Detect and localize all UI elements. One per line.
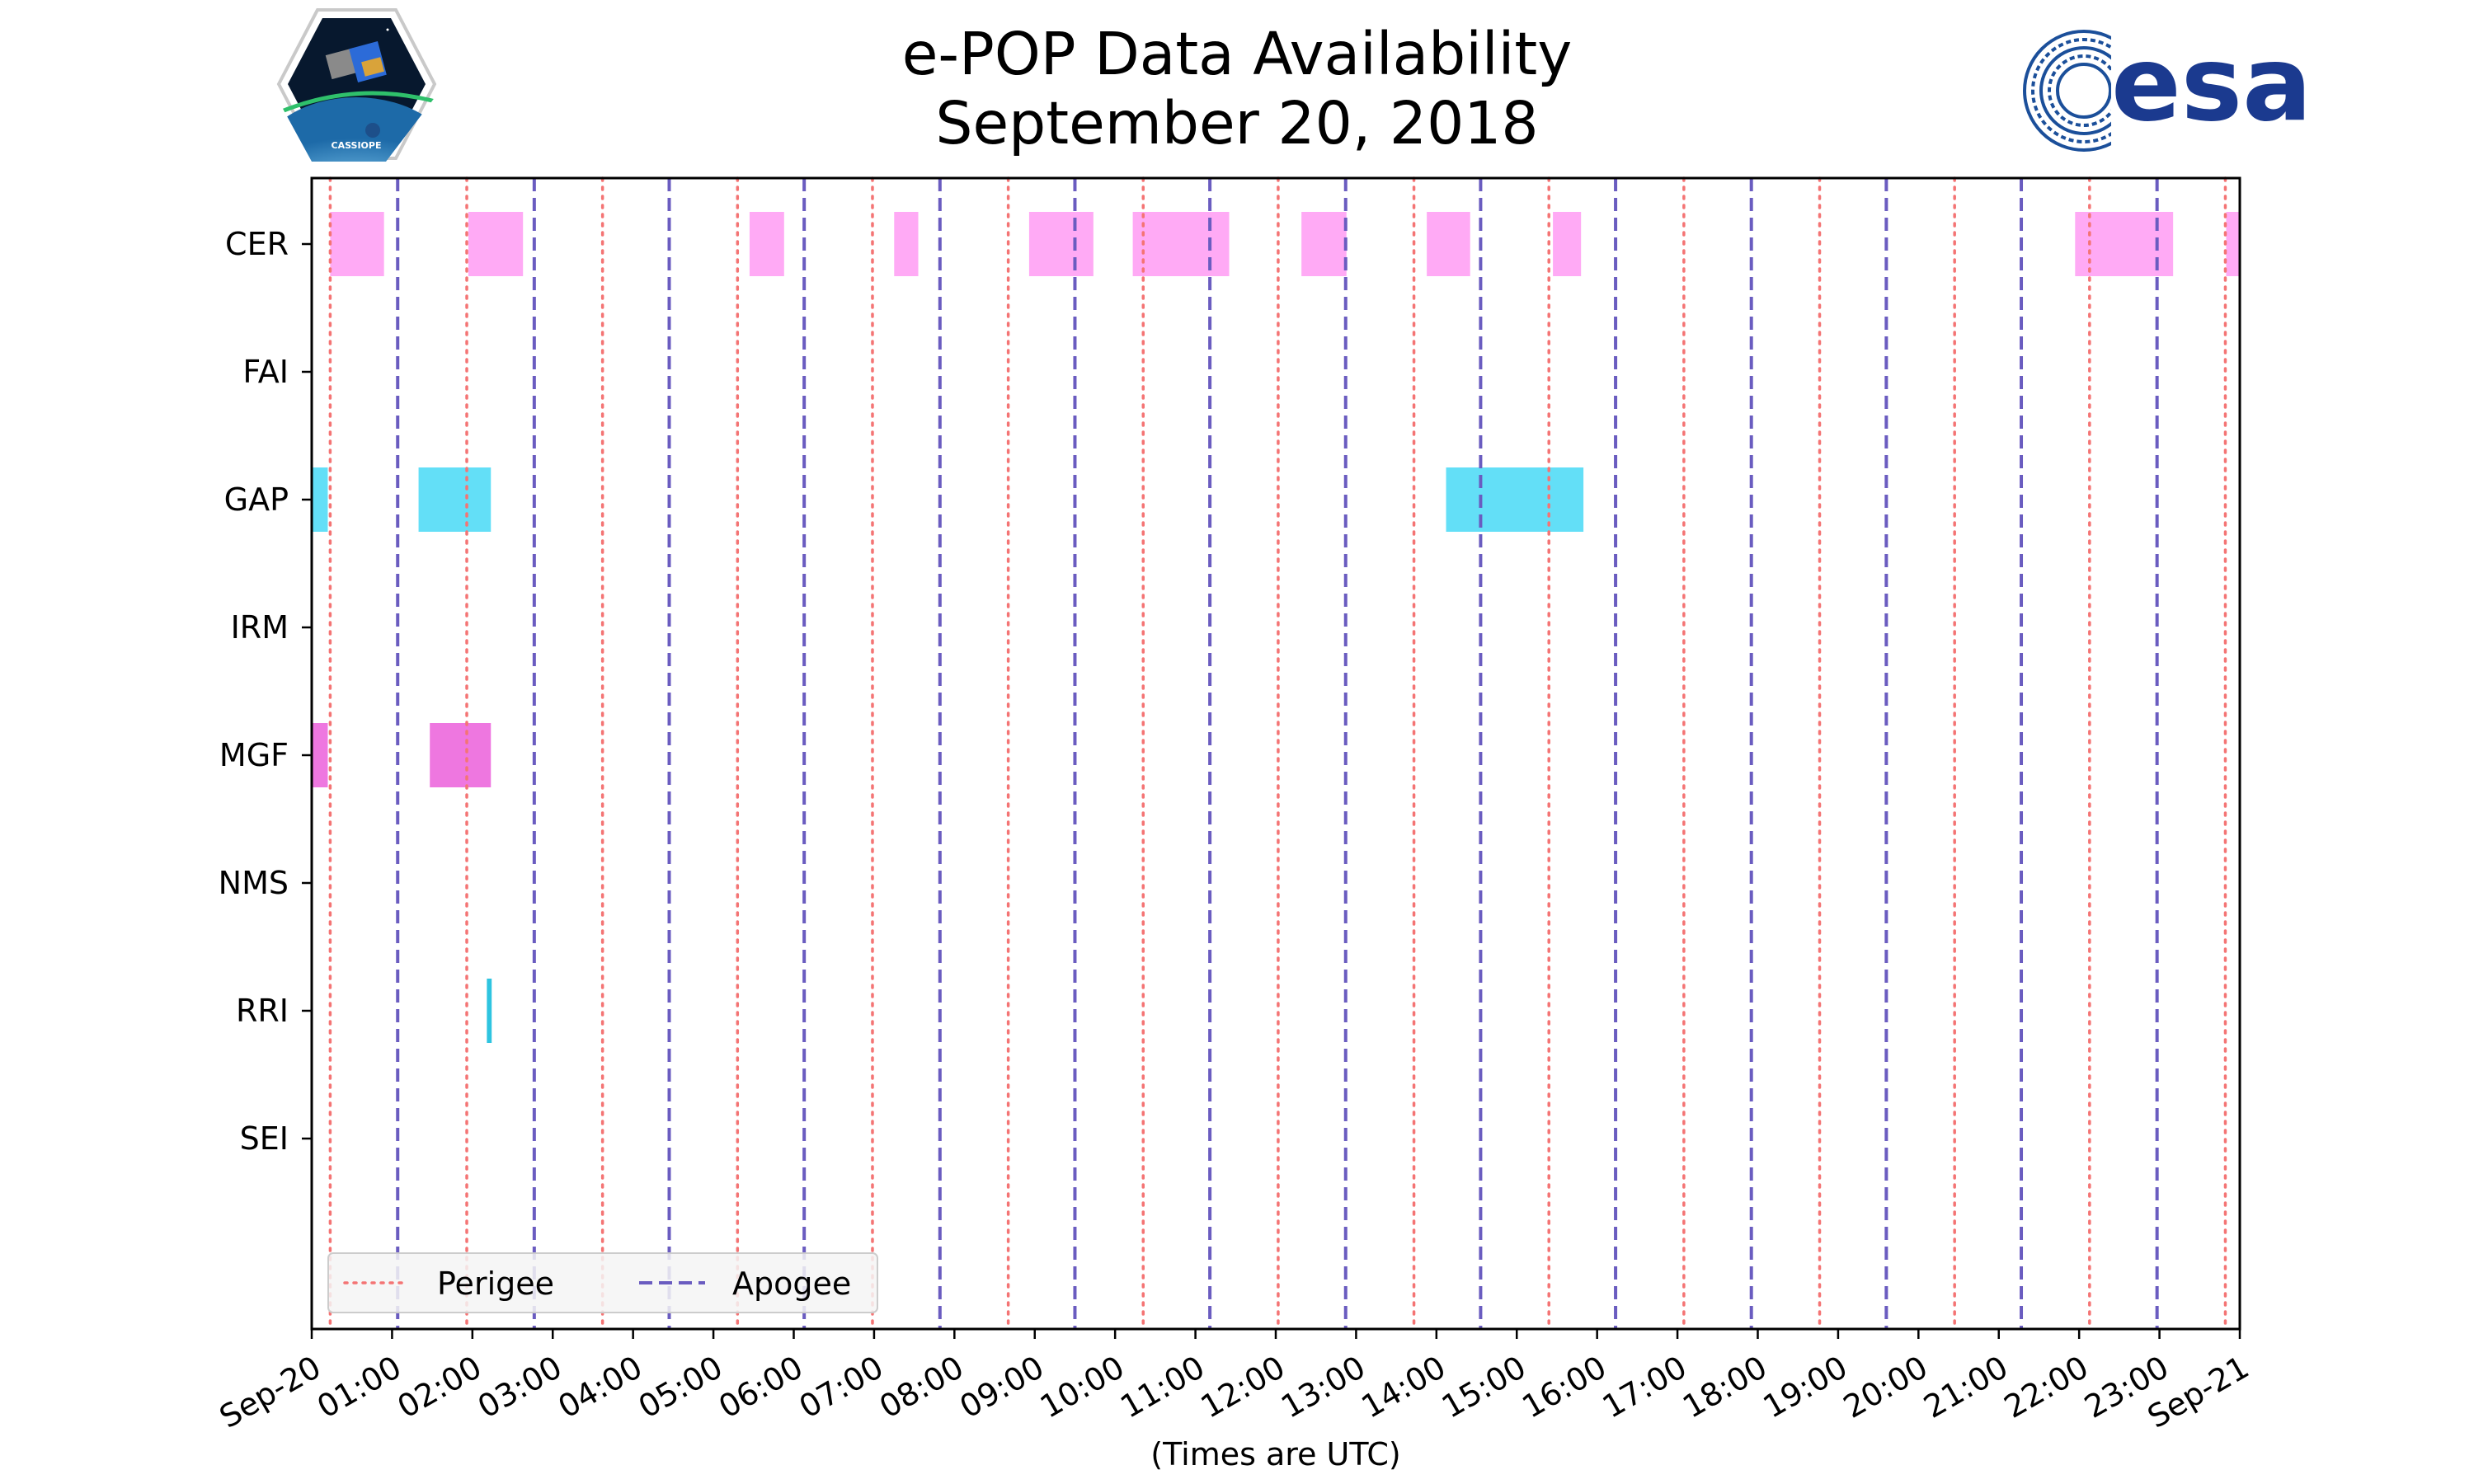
x-tick-label: Sep-20	[214, 1349, 327, 1435]
x-tick-label: 03:00	[472, 1349, 568, 1425]
legend-box	[327, 1252, 878, 1313]
cassiope-logo: CASSIOPE	[272, 8, 441, 162]
legend-apogee-label: Apogee	[732, 1266, 851, 1302]
y-tick-label-irm: IRM	[231, 609, 289, 646]
x-tick-label: 14:00	[1355, 1349, 1451, 1425]
esa-logo: esa	[2023, 16, 2312, 165]
y-tick-label-mgf: MGF	[219, 737, 289, 773]
x-tick-label: 12:00	[1195, 1349, 1291, 1425]
x-axis-label: (Times are UTC)	[1150, 1436, 1400, 1472]
y-tick-label-nms: NMS	[219, 865, 289, 901]
availability-bar-mgf	[430, 723, 492, 787]
x-tick-label: 19:00	[1757, 1349, 1854, 1425]
availability-bar-cer	[1132, 212, 1230, 276]
x-tick-label: 04:00	[552, 1349, 648, 1425]
x-tick-label: 22:00	[1998, 1349, 2095, 1425]
x-tick-label: 02:00	[391, 1349, 487, 1425]
availability-bar-mgf	[312, 723, 328, 787]
availability-bar-cer	[1553, 212, 1582, 276]
x-tick-label: 07:00	[793, 1349, 890, 1425]
x-tick-label: 01:00	[311, 1349, 407, 1425]
y-tick-label-fai: FAI	[242, 354, 289, 390]
availability-bar-cer	[330, 212, 384, 276]
x-tick-label: 15:00	[1436, 1349, 1532, 1425]
x-tick-label: 11:00	[1114, 1349, 1211, 1425]
y-tick-label-gap: GAP	[224, 481, 289, 518]
x-tick-label: 17:00	[1597, 1349, 1693, 1425]
legend-perigee-label: Perigee	[437, 1266, 554, 1302]
availability-bar-gap	[312, 467, 328, 532]
availability-bar-cer	[1301, 212, 1347, 276]
availability-bar-cer	[468, 212, 524, 276]
x-tick-label: 10:00	[1034, 1349, 1131, 1425]
availability-bar-cer	[749, 212, 784, 276]
x-tick-label: 21:00	[1917, 1349, 2014, 1425]
availability-bar-cer	[2226, 212, 2240, 276]
availability-bar-gap	[418, 467, 492, 532]
esa-logo-text: esa	[2111, 25, 2312, 144]
y-tick-label-rri: RRI	[236, 993, 289, 1029]
x-tick-label: 05:00	[633, 1349, 729, 1425]
plot-background	[312, 178, 2240, 1329]
availability-bar-cer	[1028, 212, 1094, 276]
availability-bar-cer	[894, 212, 919, 276]
x-tick-label: 08:00	[873, 1349, 970, 1425]
y-tick-label-cer: CER	[225, 226, 289, 262]
plot-area: CER FAI GAP IRM MGF NMS RRI SEI Sep-2001:0002:00…	[214, 176, 2255, 1472]
availability-bar-cer	[1427, 212, 1470, 276]
chart-title-line-2: September 20, 2018	[935, 89, 1539, 157]
x-tick-label: 13:00	[1275, 1349, 1371, 1425]
availability-bar-rri	[487, 979, 492, 1043]
chart-title-line-1: e-POP Data Availability	[901, 20, 1573, 88]
x-tick-label: 18:00	[1677, 1349, 1773, 1425]
x-tick-label: 20:00	[1837, 1349, 1934, 1425]
cassiope-logo-text: CASSIOPE	[332, 140, 382, 151]
x-tick-label: 09:00	[953, 1349, 1050, 1425]
availability-bar-gap	[1446, 467, 1584, 532]
x-tick-label: 16:00	[1516, 1349, 1612, 1425]
legend: Perigee Apogee	[327, 1252, 878, 1313]
x-tick-label: 06:00	[713, 1349, 809, 1425]
y-tick-label-sei: SEI	[240, 1120, 289, 1157]
